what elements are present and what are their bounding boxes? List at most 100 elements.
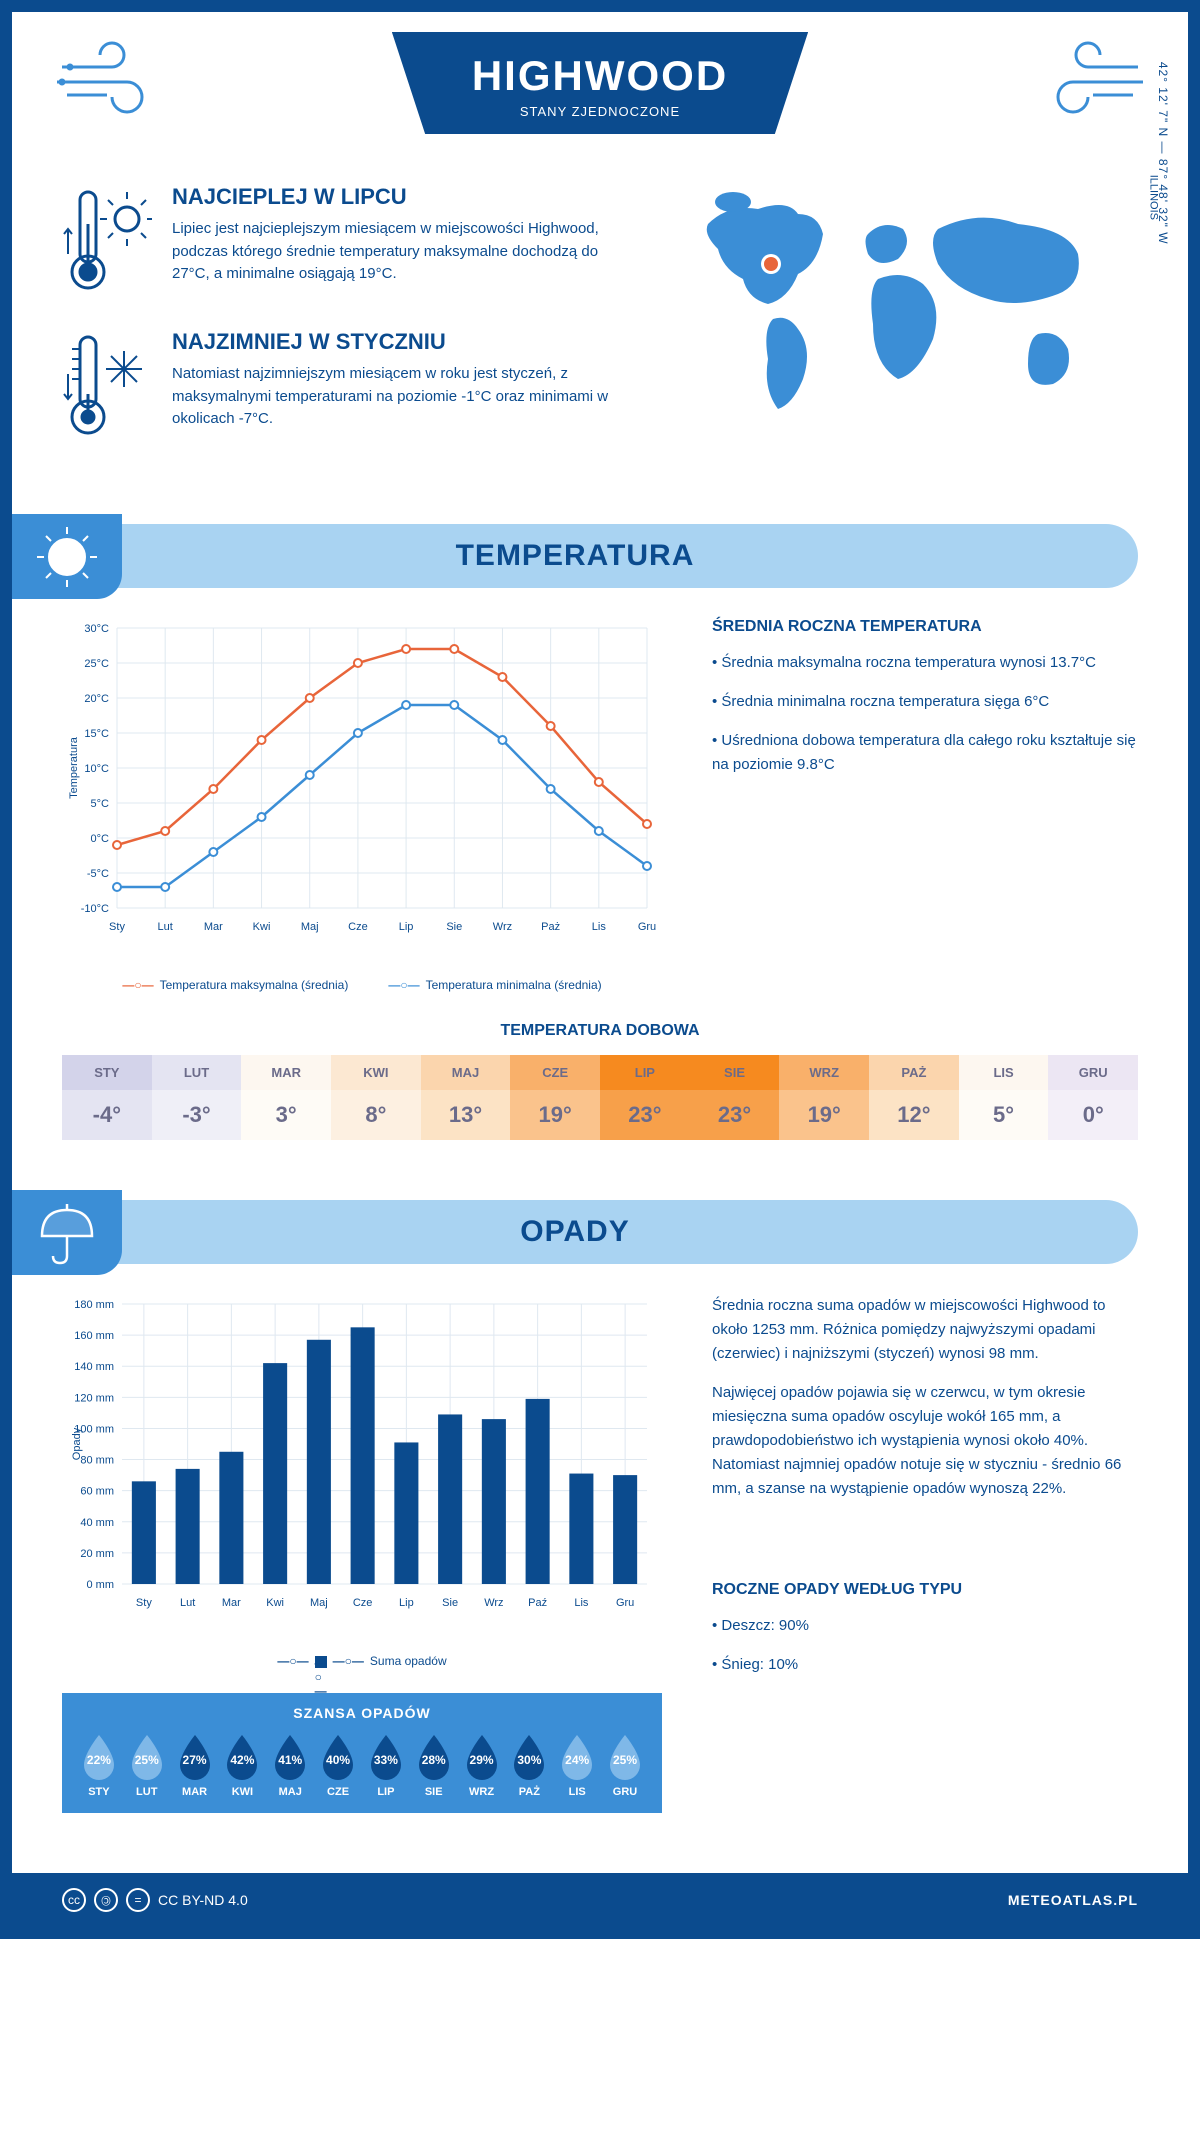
daily-temp-title: TEMPERATURA DOBOWA (62, 1022, 1138, 1040)
intro-section: NAJCIEPLEJ W LIPCU Lipiec jest najcieple… (12, 164, 1188, 504)
license-text: CC BY-ND 4.0 (158, 1892, 248, 1908)
chance-drop: 42% KWI (220, 1733, 264, 1798)
daily-cell: CZE 19° (510, 1055, 600, 1140)
temp-bullet-1: • Średnia minimalna roczna temperatura s… (712, 690, 1138, 714)
svg-text:0 mm: 0 mm (87, 1579, 115, 1591)
svg-text:10°C: 10°C (84, 763, 109, 775)
temp-chart-legend: Temperatura maksymalna (średnia) Tempera… (62, 978, 662, 992)
svg-text:5°C: 5°C (91, 798, 110, 810)
daily-cell: KWI 8° (331, 1055, 421, 1140)
svg-text:Cze: Cze (348, 921, 368, 933)
chance-box: SZANSA OPADÓW 22% STY 25% LUT 27% MAR 42… (62, 1693, 662, 1813)
daily-cell: GRU 0° (1048, 1055, 1138, 1140)
daily-cell: SIE 23° (690, 1055, 780, 1140)
svg-text:Maj: Maj (301, 921, 319, 933)
umbrella-icon (12, 1190, 122, 1275)
svg-text:Sie: Sie (446, 921, 462, 933)
precip-section-header: OPADY (12, 1200, 1138, 1264)
svg-text:Gru: Gru (616, 1597, 634, 1609)
precip-text-1: Średnia roczna suma opadów w miejscowośc… (712, 1294, 1138, 1366)
svg-text:Sie: Sie (442, 1597, 458, 1609)
page-subtitle: STANY ZJEDNOCZONE (472, 104, 728, 119)
chance-drop: 28% SIE (412, 1733, 456, 1798)
svg-text:Lut: Lut (158, 921, 173, 933)
svg-text:Lip: Lip (399, 921, 414, 933)
chance-drop: 24% LIS (555, 1733, 599, 1798)
svg-text:160 mm: 160 mm (74, 1330, 114, 1342)
title-tab: HIGHWOOD STANY ZJEDNOCZONE (392, 32, 808, 134)
daily-cell: PAŻ 12° (869, 1055, 959, 1140)
svg-text:Wrz: Wrz (493, 921, 512, 933)
precip-legend: Suma opadów (62, 1654, 662, 1668)
svg-text:120 mm: 120 mm (74, 1392, 114, 1404)
legend-min: Temperatura minimalna (średnia) (388, 978, 601, 992)
wind-icon-left (52, 37, 172, 122)
footer: cc 🄯 = CC BY-ND 4.0 METEOATLAS.PL (12, 1873, 1188, 1927)
chance-drop: 22% STY (77, 1733, 121, 1798)
svg-text:Cze: Cze (353, 1597, 373, 1609)
chance-drop: 25% GRU (603, 1733, 647, 1798)
svg-text:Temperatura: Temperatura (68, 736, 80, 799)
temp-side-info: ŚREDNIA ROCZNA TEMPERATURA • Średnia mak… (712, 618, 1138, 992)
svg-text:60 mm: 60 mm (80, 1486, 114, 1498)
svg-text:180 mm: 180 mm (74, 1299, 114, 1311)
svg-text:Sty: Sty (109, 921, 125, 933)
fact-cold: NAJZIMNIEJ W STYCZNIU Natomiast najzimni… (62, 329, 638, 444)
site-name: METEOATLAS.PL (1008, 1892, 1138, 1908)
svg-text:Wrz: Wrz (484, 1597, 503, 1609)
svg-text:Mar: Mar (222, 1597, 241, 1609)
temp-side-title: ŚREDNIA ROCZNA TEMPERATURA (712, 618, 1138, 636)
precip-text-2: Najwięcej opadów pojawia się w czerwcu, … (712, 1381, 1138, 1501)
daily-temp-table: TEMPERATURA DOBOWA STY -4° LUT -3° MAR 3… (12, 1022, 1188, 1180)
svg-text:-5°C: -5°C (87, 868, 109, 880)
daily-cell: MAR 3° (241, 1055, 331, 1140)
svg-text:15°C: 15°C (84, 728, 109, 740)
svg-text:30°C: 30°C (84, 623, 109, 635)
fact-hot: NAJCIEPLEJ W LIPCU Lipiec jest najcieple… (62, 184, 638, 299)
svg-text:Lis: Lis (574, 1597, 589, 1609)
svg-text:Maj: Maj (310, 1597, 328, 1609)
chance-drop: 25% LUT (125, 1733, 169, 1798)
svg-text:Kwi: Kwi (266, 1597, 284, 1609)
daily-cell: LIP 23° (600, 1055, 690, 1140)
fact-hot-text: Lipiec jest najcieplejszym miesiącem w m… (172, 218, 638, 286)
temp-bullet-0: • Średnia maksymalna roczna temperatura … (712, 651, 1138, 675)
chance-drop: 29% WRZ (460, 1733, 504, 1798)
wind-icon-right (1028, 37, 1148, 122)
cc-icon: cc (62, 1888, 86, 1912)
daily-cell: LIS 5° (959, 1055, 1049, 1140)
daily-cell: STY -4° (62, 1055, 152, 1140)
svg-text:Opady: Opady (71, 1427, 83, 1460)
precip-side-info: Średnia roczna suma opadów w miejscowośc… (712, 1294, 1138, 1843)
precip-section-title: OPADY (12, 1215, 1138, 1249)
svg-text:Kwi: Kwi (253, 921, 271, 933)
svg-text:80 mm: 80 mm (80, 1455, 114, 1467)
chance-drop: 30% PAŻ (507, 1733, 551, 1798)
precip-bar-chart: 0 mm20 mm40 mm60 mm80 mm100 mm120 mm140 … (62, 1294, 662, 1843)
chance-drop: 40% CZE (316, 1733, 360, 1798)
coords-label: 42° 12' 7" N — 87° 48' 32" W (1156, 62, 1170, 245)
nd-icon: = (126, 1888, 150, 1912)
fact-hot-title: NAJCIEPLEJ W LIPCU (172, 184, 638, 210)
fact-cold-text: Natomiast najzimniejszym miesiącem w rok… (172, 363, 638, 431)
temp-bullet-2: • Uśredniona dobowa temperatura dla całe… (712, 729, 1138, 777)
precip-type-title: ROCZNE OPADY WEDŁUG TYPU (712, 1581, 1138, 1599)
precip-legend-label: Suma opadów (277, 1654, 446, 1668)
chance-title: SZANSA OPADÓW (77, 1705, 647, 1721)
svg-text:Paź: Paź (528, 1597, 547, 1609)
precip-type-1: • Śnieg: 10% (712, 1653, 1138, 1677)
temp-section-title: TEMPERATURA (12, 539, 1138, 573)
sun-icon (12, 514, 122, 599)
daily-cell: LUT -3° (152, 1055, 242, 1140)
chance-drop: 27% MAR (173, 1733, 217, 1798)
svg-text:Lis: Lis (592, 921, 607, 933)
precip-type-0: • Deszcz: 90% (712, 1614, 1138, 1638)
svg-text:25°C: 25°C (84, 658, 109, 670)
temp-section-header: TEMPERATURA (12, 524, 1138, 588)
world-map: ILLINOIS 42° 12' 7" N — 87° 48' 32" W (678, 184, 1138, 474)
by-icon: 🄯 (94, 1888, 118, 1912)
legend-max: Temperatura maksymalna (średnia) (122, 978, 348, 992)
chance-drop: 33% LIP (364, 1733, 408, 1798)
svg-text:Lip: Lip (399, 1597, 414, 1609)
page-title: HIGHWOOD (472, 52, 728, 100)
